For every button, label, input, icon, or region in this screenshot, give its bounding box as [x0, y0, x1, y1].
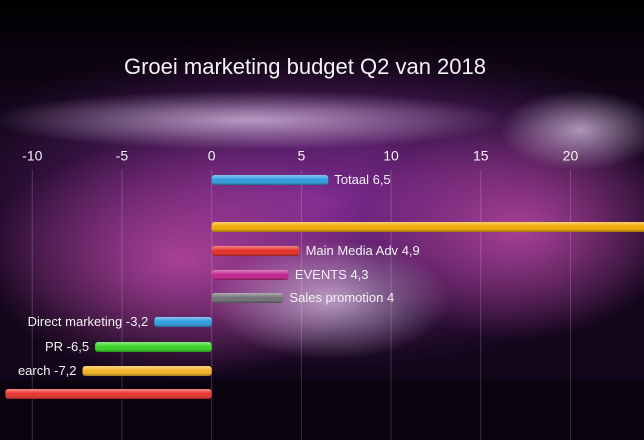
bar-shine	[82, 366, 212, 376]
x-tick-label: 0	[208, 148, 216, 164]
bar-label: Sales promotion 4	[289, 290, 394, 305]
bar-label: Direct marketing -3,2	[28, 314, 149, 329]
category-label: Direct marketing	[28, 314, 123, 329]
value-label: -6,5	[67, 339, 89, 354]
bar-label: EVENTS 4,3	[295, 267, 369, 282]
category-label: Sales promotion	[289, 290, 383, 305]
category-label: EVENTS	[295, 267, 347, 282]
value-label: 4	[387, 290, 394, 305]
bar-shine	[95, 342, 212, 352]
value-label: 4,9	[402, 243, 420, 258]
x-tick-label: -5	[116, 148, 129, 164]
bar-label: Main Media Adv 4,9	[306, 243, 420, 258]
x-tick-label: -10	[22, 148, 42, 164]
bar-shine	[211, 222, 644, 232]
value-label: -3,2	[126, 314, 148, 329]
category-label: Totaal	[334, 172, 369, 187]
category-label: Main Media Adv	[306, 243, 399, 258]
chart-title: Groei marketing budget Q2 van 2018	[124, 54, 486, 79]
bar-label: earch -7,2	[18, 363, 77, 378]
bar-shine	[211, 246, 300, 256]
bar-label: Totaal 6,5	[334, 172, 390, 187]
bar-shine	[211, 293, 284, 303]
bar-shine	[211, 175, 329, 185]
x-tick-label: 15	[473, 148, 489, 164]
bar-shine	[154, 317, 212, 327]
value-label: 4,3	[350, 267, 368, 282]
x-tick-label: 20	[563, 148, 579, 164]
category-label: PR	[45, 339, 63, 354]
bar-shine	[211, 270, 289, 280]
value-label: 6,5	[373, 172, 391, 187]
category-label: earch	[18, 363, 51, 378]
x-tick-label: 10	[383, 148, 399, 164]
bar-label: PR -6,5	[45, 339, 89, 354]
x-tick-label: 5	[297, 148, 305, 164]
bar-shine	[5, 389, 212, 399]
value-label: -7,2	[54, 363, 76, 378]
